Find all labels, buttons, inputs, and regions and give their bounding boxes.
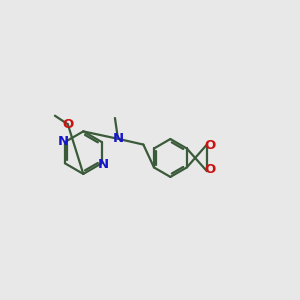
Text: N: N [58, 135, 69, 148]
Text: O: O [204, 139, 215, 152]
Text: O: O [63, 118, 74, 131]
Text: N: N [97, 158, 108, 171]
Text: N: N [112, 132, 124, 145]
Text: O: O [204, 164, 215, 176]
